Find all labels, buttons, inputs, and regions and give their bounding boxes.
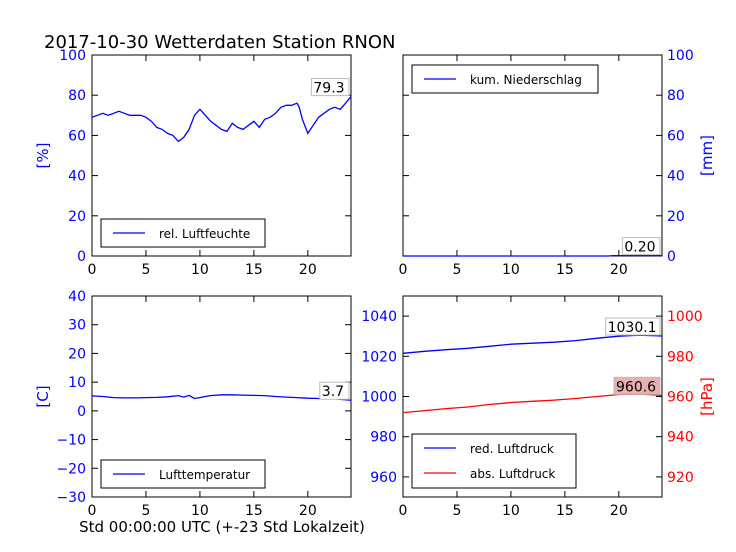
chart-3-x-tick-label: 0 — [399, 503, 408, 519]
chart-0-y-tick-label: 60 — [68, 128, 86, 144]
chart-2-y-tick-label: −30 — [56, 490, 86, 506]
chart-2-y-tick-label: 30 — [68, 318, 86, 334]
chart-0-y-tick-label: 100 — [59, 48, 86, 64]
chart-0-x-tick-label: 10 — [191, 262, 209, 278]
chart-1-y-tick-label: 20 — [667, 209, 685, 225]
chart-3-y2-tick-label: 920 — [667, 470, 694, 486]
chart-1-x-tick-label: 15 — [556, 262, 574, 278]
chart-2-x-tick-label: 20 — [299, 503, 317, 519]
chart-1-x-tick-label: 20 — [610, 262, 628, 278]
chart-3-y2-tick-label: 1000 — [667, 309, 703, 325]
chart-0-legend-label: rel. Luftfeuchte — [159, 227, 250, 241]
chart-1-y-tick-label: 40 — [667, 169, 685, 185]
chart-2-last-value-label-box — [319, 381, 350, 400]
chart-3-y-tick-label: 1020 — [361, 349, 397, 365]
chart-1-x-tick-label: 5 — [452, 262, 461, 278]
chart-0-y-tick-label: 20 — [68, 209, 86, 225]
chart-3-x-tick-label: 5 — [452, 503, 461, 519]
chart-0-last-value-label-box — [310, 78, 350, 97]
chart-2-x-tick-label: 5 — [141, 503, 150, 519]
chart-3-x-tick-label: 15 — [556, 503, 574, 519]
chart-1-legend-label: kum. Niederschlag — [470, 73, 582, 87]
chart-2-y-tick-label: 40 — [68, 289, 86, 305]
chart-1-y-tick-label: 60 — [667, 128, 685, 144]
chart-1-y-tick-label: 80 — [667, 88, 685, 104]
chart-0-x-tick-label: 0 — [88, 262, 97, 278]
chart-3-legend-label: abs. Luftdruck — [470, 467, 555, 481]
chart-0-y-axis-label: [%] — [34, 143, 52, 169]
chart-0-y-tick-label: 0 — [77, 249, 86, 265]
chart-2-last-value-label: 3.7 — [322, 384, 344, 400]
chart-3-y-tick-label: 960 — [370, 470, 397, 486]
chart-3-x-tick-label: 10 — [502, 503, 520, 519]
chart-3-x-tick-label: 20 — [610, 503, 628, 519]
chart-3-legend-label: red. Luftdruck — [470, 442, 554, 456]
chart-0-y-tick-label: 40 — [68, 169, 86, 185]
chart-0-x-tick-label: 5 — [141, 262, 150, 278]
chart-1-x-tick-label: 0 — [399, 262, 408, 278]
chart-0-y-tick-label: 80 — [68, 88, 86, 104]
chart-2-x-tick-label: 15 — [245, 503, 263, 519]
chart-2-x-tick-label: 10 — [191, 503, 209, 519]
chart-3-last-value-label-2: 960.6 — [616, 379, 656, 395]
chart-2-y-tick-label: 0 — [77, 404, 86, 420]
chart-3-y-axis-label: [hPa] — [698, 377, 716, 416]
chart-0-last-value-label: 79.3 — [313, 81, 344, 97]
chart-3-last-value-label-2-box — [613, 376, 661, 395]
chart-1-y-tick-label: 0 — [667, 249, 676, 265]
x-axis-label: Std 00:00:00 UTC (+-23 Std Lokalzeit) — [79, 518, 365, 536]
chart-3-y-tick-label: 980 — [370, 430, 397, 446]
chart-3-y2-tick-label: 940 — [667, 430, 694, 446]
chart-2-y-tick-label: −20 — [56, 461, 86, 477]
chart-3-last-value-label-box — [605, 317, 661, 336]
chart-2-legend-label: Lufttemperatur — [159, 468, 250, 482]
chart-1-last-value-label: 0.20 — [624, 240, 655, 256]
chart-2-y-tick-label: 10 — [68, 375, 86, 391]
chart-3-y2-tick-label: 980 — [667, 349, 694, 365]
chart-3-y-tick-label: 1000 — [361, 390, 397, 406]
chart-3-last-value-label: 1030.1 — [608, 320, 657, 336]
chart-1-y-tick-label: 100 — [667, 48, 694, 64]
chart-2-y-tick-label: −10 — [56, 433, 86, 449]
chart-3-series-line-0 — [402, 334, 663, 354]
chart-2-series-line-0 — [91, 394, 352, 401]
chart-0-x-tick-label: 15 — [245, 262, 263, 278]
chart-1-last-value-label-box — [621, 237, 661, 256]
chart-1-x-tick-label: 10 — [502, 262, 520, 278]
chart-0-x-tick-label: 20 — [299, 262, 317, 278]
figure-title: 2017-10-30 Wetterdaten Station RNON — [44, 32, 395, 53]
chart-2-y-tick-label: 20 — [68, 346, 86, 362]
chart-2-x-tick-label: 0 — [88, 503, 97, 519]
chart-2-y-axis-label: [C] — [34, 385, 52, 407]
chart-3-y-tick-label: 1040 — [361, 309, 397, 325]
chart-0-series-line-0 — [91, 96, 352, 143]
chart-3-y2-tick-label: 960 — [667, 390, 694, 406]
chart-3-legend-box — [411, 433, 577, 489]
chart-1-y-axis-label: [mm] — [698, 135, 716, 176]
